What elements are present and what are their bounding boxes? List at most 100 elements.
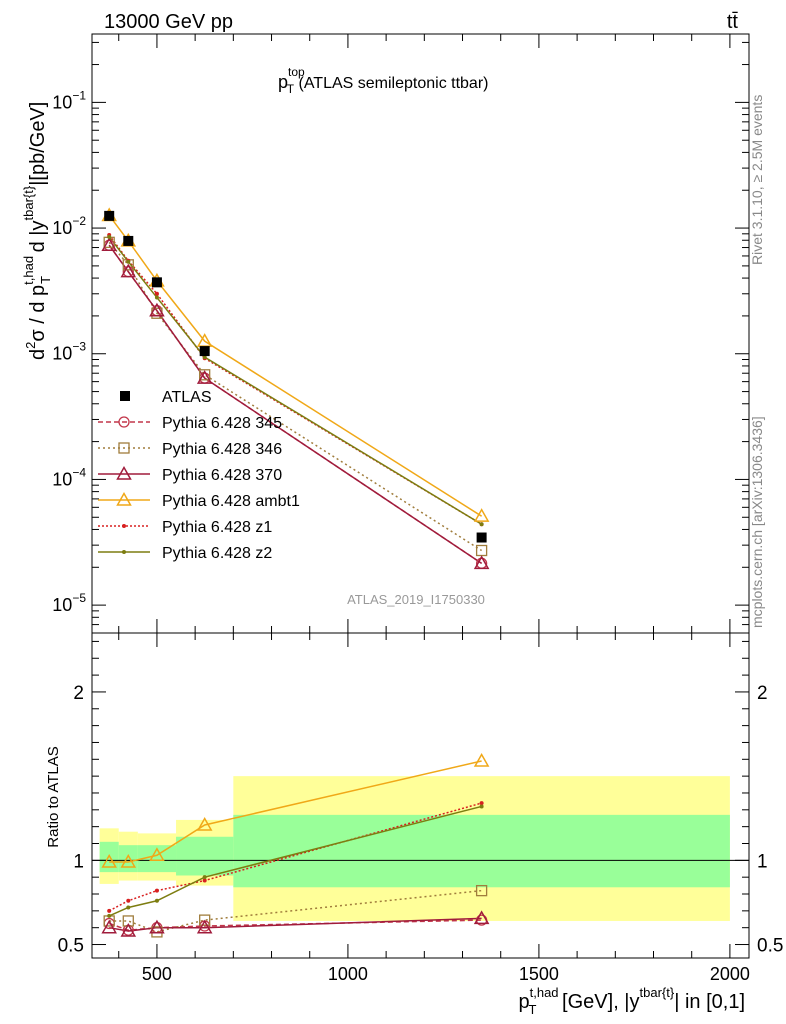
x-tick-label: 1500 (519, 964, 559, 984)
x-tick-label: 2000 (710, 964, 750, 984)
header-left: 13000 GeV pp (104, 11, 233, 33)
main-marker-pythia-6-428-z2 (107, 234, 112, 239)
main-marker-pythia-6-428-z2 (126, 259, 131, 264)
main-x-ticks (118, 34, 731, 633)
ratio-line-pythia-6-428-ambt1 (109, 760, 482, 863)
ratio-line-pythia-6-428-z1 (108, 802, 482, 912)
legend-label: ATLAS (162, 389, 212, 406)
ratio-marker-pythia-6-428-z1 (107, 908, 112, 913)
main-line-pythia-6-428-370 (108, 244, 483, 564)
ratio-marker-pythia-6-428-346 (199, 914, 211, 926)
x-tick-label: 500 (142, 964, 172, 984)
main-line-pythia-6-428-z1 (108, 234, 483, 525)
main-line-pythia-6-428-346 (108, 241, 483, 552)
ratio-marker-pythia-6-428-ambt1 (120, 853, 137, 868)
ratio-marker-pythia-6-428-ambt1 (196, 816, 213, 831)
main-frame (91, 33, 750, 634)
ratio-uncertainty-bands (99, 776, 730, 921)
main-y-ticks: 10−1 10−2 10−3 10−4 10−5 (52, 41, 749, 634)
atlas-data-layer (104, 210, 487, 543)
ratio-band-inner (233, 814, 730, 888)
legend-marker-pythia-6-428-370 (116, 465, 132, 480)
legend-label: Pythia 6.428 ambt1 (162, 493, 300, 510)
ratio-marker-pythia-6-428-z2 (126, 905, 131, 910)
legend-marker-pythia-6-428-ambt1 (116, 491, 132, 506)
ratio-y-tick-label: 0.5 (58, 936, 84, 957)
ratio-marker-pythia-6-428-370 (196, 919, 213, 934)
atlas-data-point (476, 532, 487, 543)
main-marker-pythia-6-428-z2 (479, 522, 484, 527)
ratio-y-tick-label-right: 1 (757, 851, 768, 872)
ratio-y-tick-label-right: 2 (757, 683, 768, 704)
header-right: tt̄ (727, 11, 739, 33)
main-series-layer (101, 207, 490, 570)
main-y-axis-label: d2σ / d pt,had T d |ytbar{t}|[pb/GeV] (21, 102, 53, 360)
ratio-marker-pythia-6-428-346 (475, 884, 488, 897)
ratio-marker-pythia-6-428-346 (151, 926, 163, 938)
main-marker-pythia-6-428-370 (120, 263, 137, 278)
ratio-y-tick-label: 1 (73, 851, 84, 872)
x-tick-label: 1000 (328, 964, 368, 984)
main-y-tick-label: 10−1 (52, 88, 86, 112)
main-y-tick-label: 10−4 (52, 465, 86, 489)
main-marker-pythia-6-428-370 (149, 302, 165, 317)
main-y-tick-label: 10−3 (52, 340, 86, 364)
ratio-marker-pythia-6-428-z2 (202, 875, 207, 880)
ratio-band-inner (118, 845, 138, 873)
legend-marker-pythia-6-428-346 (118, 442, 130, 454)
ratio-y-tick-label: 2 (73, 683, 84, 704)
main-marker-pythia-6-428-370 (473, 555, 490, 570)
atlas-data-point (199, 346, 210, 357)
legend-label: Pythia 6.428 345 (162, 415, 282, 432)
ratio-line-pythia-6-428-370 (109, 917, 482, 932)
legend-label: Pythia 6.428 370 (162, 467, 282, 484)
legend-label: Pythia 6.428 z2 (162, 545, 272, 562)
main-marker-pythia-6-428-346 (199, 369, 211, 381)
ratio-marker-pythia-6-428-370 (473, 910, 490, 925)
ratio-marker-pythia-6-428-370 (101, 919, 117, 934)
ratio-marker-pythia-6-428-z1 (479, 801, 484, 806)
analysis-watermark: ATLAS_2019_I1750330 (347, 592, 485, 607)
legend-marker-pythia-6-428-345 (118, 416, 130, 428)
mcplots-label: mcplots.cern.ch [arXiv:1306.3436] (749, 416, 765, 628)
ratio-marker-pythia-6-428-z1 (154, 888, 159, 893)
ratio-line-pythia-6-428-346 (109, 889, 482, 933)
main-marker-pythia-6-428-ambt1 (473, 508, 490, 522)
ratio-marker-pythia-6-428-z2 (107, 913, 112, 918)
ratio-frame (91, 632, 750, 959)
main-marker-pythia-6-428-370 (101, 237, 117, 251)
main-title: ptop T (ATLAS semileptonic ttbar) (278, 65, 488, 96)
ratio-y-ticks: 0.5 0.5 1 1 2 2 (58, 640, 783, 957)
ratio-panel: 0.5 0.5 1 1 2 2 500 1000 1500 2000 Ratio to ATLA… (45, 632, 783, 1017)
legend-marker-atlas (120, 391, 130, 401)
legend-marker-pythia-6-428-z2 (122, 550, 126, 554)
ratio-series-layer (101, 752, 490, 938)
atlas-data-point (104, 210, 115, 221)
legend: ATLAS Pythia 6.428 345 Pythia 6.428 346 Pyt… (98, 389, 300, 562)
ratio-marker-pythia-6-428-z2 (479, 804, 484, 809)
main-y-tick-label: 10−2 (52, 214, 86, 238)
main-marker-pythia-6-428-z2 (202, 355, 207, 360)
atlas-data-point (123, 235, 134, 246)
ratio-marker-pythia-6-428-z2 (154, 898, 159, 903)
main-marker-pythia-6-428-z2 (154, 295, 159, 300)
ratio-marker-pythia-6-428-ambt1 (473, 752, 490, 767)
ratio-marker-pythia-6-428-370 (120, 923, 137, 937)
ratio-marker-pythia-6-428-ambt1 (149, 847, 165, 862)
x-axis-label: pt,had T [GeV], |ytbar{t}| in [0,1] (519, 985, 746, 1017)
main-marker-pythia-6-428-370 (196, 370, 213, 384)
ratio-band-inner (176, 836, 234, 876)
ratio-marker-pythia-6-428-370 (149, 919, 165, 934)
ratio-y-axis-label: Ratio to ATLAS (45, 746, 62, 847)
atlas-data-point (151, 277, 162, 288)
main-panel: 10−1 10−2 10−3 10−4 10−5 ptop T (ATLAS semile… (21, 33, 750, 634)
legend-label: Pythia 6.428 346 (162, 441, 282, 458)
main-y-tick-label: 10−5 (52, 591, 86, 615)
legend-label: Pythia 6.428 z1 (162, 519, 272, 536)
rivet-label: Rivet 3.1.10, ≥ 2.5M events (749, 95, 765, 265)
ratio-marker-pythia-6-428-z1 (202, 878, 207, 883)
legend-marker-pythia-6-428-z1 (122, 524, 126, 528)
main-marker-pythia-6-428-z1 (154, 291, 159, 296)
ratio-marker-pythia-6-428-ambt1 (101, 853, 117, 868)
